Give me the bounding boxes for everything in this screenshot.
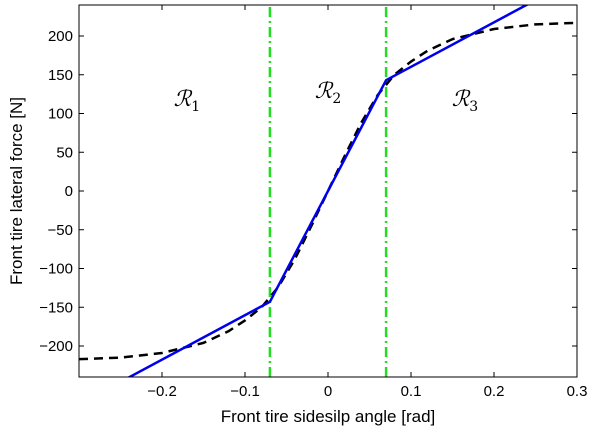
dashed-black-series-line [79, 21, 577, 361]
x-tick-label: 0 [324, 383, 332, 400]
region-label-1: ℛ1 [174, 87, 200, 115]
x-tick-label: 0.3 [567, 383, 588, 400]
x-tick-label: −0.2 [147, 383, 177, 400]
y-tick-label: −200 [39, 338, 73, 355]
x-tick-label: −0.1 [230, 383, 260, 400]
y-tick-label: −100 [39, 261, 73, 278]
y-tick-label: 150 [48, 67, 73, 84]
solid-blue-series-line [126, 5, 530, 377]
series-layer [79, 5, 577, 377]
region-annotations: ℛ1 ℛ2 ℛ3 [174, 79, 479, 115]
y-tick-label: 0 [65, 183, 73, 200]
x-axis-label: Front tire sidesilp angle [rad] [221, 407, 436, 426]
x-tick-label: 0.1 [401, 383, 422, 400]
region-label-2: ℛ2 [315, 79, 341, 107]
y-tick-label: −150 [39, 299, 73, 316]
y-tick-label: 50 [56, 144, 73, 161]
region-label-3: ℛ3 [452, 87, 478, 115]
y-tick-label: −50 [48, 222, 73, 239]
y-tick-label: 200 [48, 28, 73, 45]
y-axis-label: Front tire lateral force [N] [7, 97, 26, 285]
axis-ticks: −0.2 −0.1 0 0.1 0.2 0.3 −200 −150 −100 −50 0 50 100 1… [39, 5, 587, 400]
y-tick-label: 100 [48, 106, 73, 123]
x-tick-label: 0.2 [484, 383, 505, 400]
